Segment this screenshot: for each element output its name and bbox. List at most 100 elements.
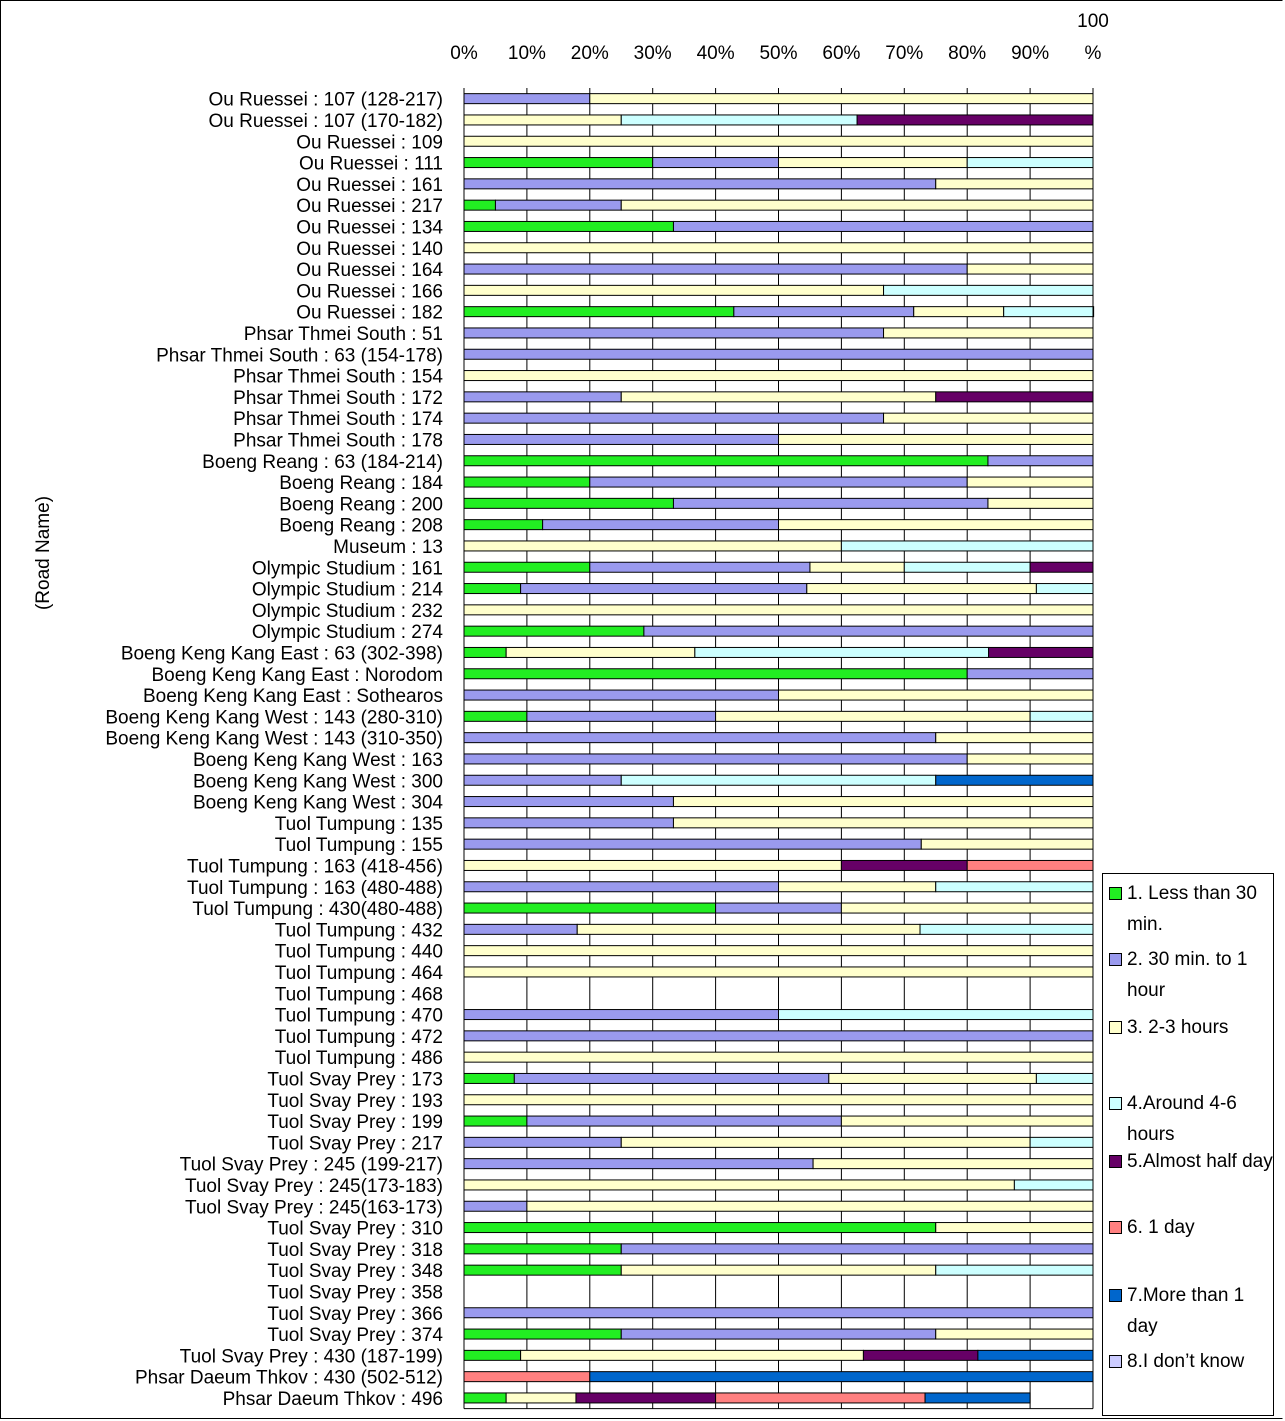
bar-segment — [463, 838, 922, 850]
x-tick-label: 40% — [697, 43, 735, 64]
category-label: Tuol Tumpung : 163 (480-488) — [187, 878, 443, 899]
legend-label: 7.More than 1 day — [1127, 1285, 1245, 1337]
bar-segment — [672, 497, 989, 509]
category-label: Boeng Keng Kang West : 163 — [193, 750, 443, 771]
legend-swatch — [1109, 1155, 1122, 1168]
category-label: Tuol Tumpung : 430(480-488) — [192, 899, 443, 920]
bar-segment — [463, 199, 496, 211]
x-tick-labels: 0% 10% 20% 30% 40% 50% 60% 70% 80% 90% 100% — [450, 11, 1109, 64]
x-tick-label: 50% — [759, 43, 797, 64]
bar-segment — [463, 497, 674, 509]
bar-segment — [924, 1392, 1031, 1404]
x-tick-label: 10% — [508, 43, 546, 64]
bar-segment — [1029, 561, 1094, 573]
legend-label: 3. 2-3 hours — [1127, 1017, 1229, 1038]
bar-segment — [620, 1243, 1094, 1255]
bar-segment — [463, 1392, 507, 1404]
bar-segment — [620, 774, 937, 786]
bar-segment — [778, 519, 1094, 531]
bar-segment — [589, 561, 811, 573]
category-label: Museum : 13 — [333, 537, 443, 558]
category-label: Phsar Thmei South : 174 — [233, 409, 443, 430]
bar-segment — [966, 668, 1094, 680]
x-tick-label: 30% — [634, 43, 672, 64]
bar-segment — [463, 902, 717, 914]
bar-segment — [463, 817, 674, 829]
bar-segment — [620, 391, 937, 403]
bar-segment — [463, 881, 779, 893]
bar-segment — [935, 1264, 1094, 1276]
bar-segment — [463, 306, 735, 318]
category-label: Tuol Svay Prey : 374 — [267, 1325, 443, 1346]
bar-segment — [463, 178, 937, 190]
bar-segment — [463, 561, 591, 573]
bar-segment — [1035, 583, 1094, 595]
plot-border-layer — [463, 88, 1094, 1410]
category-label: Olympic Studium : 232 — [252, 601, 443, 622]
category-label: Phsar Thmei South : 172 — [233, 388, 443, 409]
category-label: Ou Ruessei : 140 — [296, 239, 443, 260]
bar-segment — [987, 455, 1094, 467]
bar-segment — [988, 646, 1094, 658]
bar-segment — [463, 1222, 937, 1234]
legend-label: 1. Less than 30 min. — [1127, 883, 1257, 935]
bar-segment — [463, 859, 842, 871]
bar-segment — [463, 412, 885, 424]
bar-segment — [526, 1115, 842, 1127]
x-tick-label: 90% — [1011, 43, 1049, 64]
category-label: Ou Ruessei : 166 — [296, 281, 443, 302]
legend-label: 6. 1 day — [1127, 1217, 1195, 1238]
bar-segment — [715, 1392, 926, 1404]
category-label: Olympic Studium : 274 — [252, 622, 444, 643]
category-label: Phsar Thmei South : 63 (154-178) — [156, 345, 443, 366]
bar-segment — [987, 497, 1094, 509]
bar-segment — [463, 945, 1094, 957]
bar-segment — [526, 1200, 1094, 1212]
bar-segment — [463, 1072, 515, 1084]
bar-segment — [463, 1243, 622, 1255]
category-label: Phsar Daeum Thkov : 496 — [223, 1389, 443, 1410]
bar-segment — [463, 263, 968, 275]
bar-segment — [1013, 1179, 1094, 1191]
category-label: Ou Ruessei : 161 — [296, 175, 443, 196]
legend-label: 8.I don’t know — [1127, 1351, 1245, 1372]
bar-segment — [463, 1158, 814, 1170]
category-label: Tuol Svay Prey : 245 (199-217) — [180, 1155, 443, 1176]
legend-swatch — [1109, 1289, 1122, 1302]
bar-segment — [966, 859, 1094, 871]
bar-segment — [463, 796, 674, 808]
bar-segment — [828, 1072, 1037, 1084]
bar-segment — [919, 923, 1094, 935]
legend-label: 2. 30 min. to 1 hour — [1127, 949, 1248, 1001]
bar-segment — [505, 1392, 577, 1404]
bar-segment — [463, 1136, 622, 1148]
bar-segment — [463, 1094, 1094, 1106]
category-label: Ou Ruessei : 107 (170-182) — [209, 111, 443, 132]
bar-segment — [463, 774, 622, 786]
bar-segment — [463, 1328, 622, 1340]
bar-segment — [966, 753, 1094, 765]
category-label: Tuol Svay Prey : 173 — [267, 1069, 443, 1090]
bar-segment — [463, 583, 522, 595]
bar-segment — [463, 348, 1094, 360]
category-label: Tuol Tumpung : 468 — [275, 984, 443, 1005]
category-label: Ou Ruessei : 134 — [296, 217, 443, 238]
bar-segment — [620, 199, 1094, 211]
category-label: Boeng Reang : 63 (184-214) — [202, 452, 443, 473]
bar-segment — [589, 93, 1094, 105]
bar-segment — [733, 306, 915, 318]
category-label: Ou Ruessei : 111 — [299, 154, 443, 175]
bar-segment — [694, 646, 990, 658]
bar-segment — [463, 327, 885, 339]
category-label: Tuol Svay Prey : 310 — [267, 1219, 443, 1240]
bar-segment — [575, 1392, 717, 1404]
category-label: Olympic Studium : 214 — [252, 580, 444, 601]
bar-segment — [778, 157, 968, 169]
bar-segment — [463, 923, 578, 935]
bar-segment — [589, 1371, 1094, 1383]
category-labels: Ou Ruessei : 107 (128-217)Ou Ruessei : 1… — [105, 90, 443, 1410]
bar-segment — [520, 1349, 864, 1361]
category-label: Tuol Svay Prey : 217 — [267, 1133, 443, 1154]
bar-segment — [840, 902, 1094, 914]
y-axis-label: (Road Name) — [33, 496, 54, 610]
